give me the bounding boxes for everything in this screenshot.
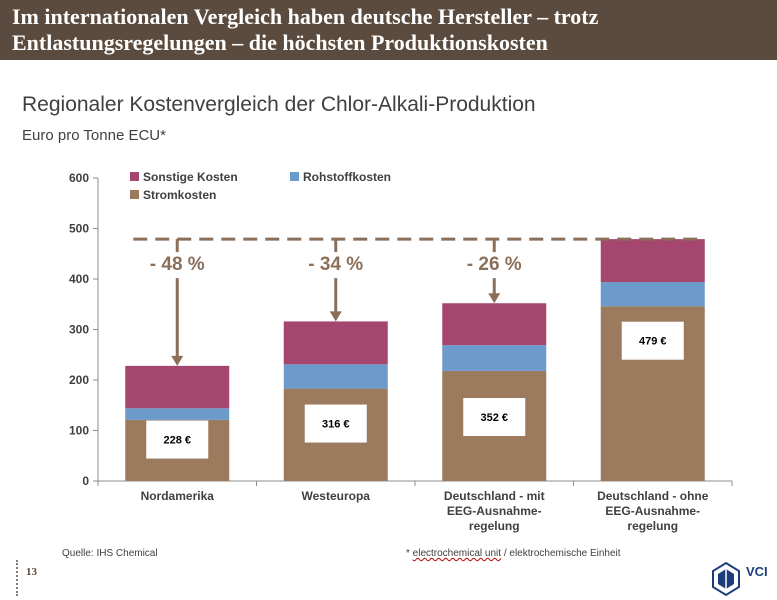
source-note: Quelle: IHS Chemical: [62, 548, 158, 559]
total-label: 479 €: [639, 336, 667, 348]
annotation-arrow-head: [488, 293, 501, 304]
bar-segment-rohstoffkosten: [283, 364, 388, 389]
footnote-rest: / elektrochemische Einheit: [501, 548, 621, 559]
page-number: 13: [26, 566, 37, 578]
total-label-box: [304, 404, 367, 443]
y-tick-label: 600: [69, 171, 89, 185]
legend-swatch: [130, 172, 139, 181]
y-tick-label: 0: [82, 474, 89, 488]
bar-segment-sonstige: [125, 365, 230, 409]
bar-segment-rohstoffkosten: [125, 408, 230, 420]
total-label-box: [146, 420, 209, 459]
category-label: Deutschland - mit: [444, 489, 545, 503]
legend-swatch: [290, 172, 299, 181]
y-tick-label: 300: [69, 323, 89, 337]
title-banner: Im internationalen Vergleich haben deuts…: [0, 0, 777, 60]
category-label: Westeuropa: [302, 489, 371, 503]
y-tick-label: 100: [69, 424, 89, 438]
category-label: Deutschland - ohne: [597, 489, 709, 503]
category-label: Nordamerika: [141, 489, 215, 503]
footnote: * electrochemical unit / elektrochemisch…: [406, 548, 621, 559]
slide-title: Im internationalen Vergleich haben deuts…: [12, 4, 599, 55]
total-label: 316 €: [322, 419, 350, 431]
legend-label: Stromkosten: [143, 188, 216, 202]
annotation-label: - 48 %: [150, 254, 205, 275]
category-label: regelung: [627, 519, 678, 533]
category-label: EEG-Ausnahme-: [447, 504, 542, 518]
annotation-arrow-head: [171, 355, 184, 366]
y-tick-label: 500: [69, 222, 89, 236]
annotation-label: - 34 %: [308, 254, 363, 275]
y-tick-label: 400: [69, 272, 89, 286]
chart-title: Regionaler Kostenvergleich der Chlor-Alk…: [22, 93, 536, 116]
chart-unit: Euro pro Tonne ECU*: [22, 127, 166, 144]
legend-label: Rohstoffkosten: [303, 170, 391, 184]
bar-segment-sonstige: [283, 321, 388, 365]
total-label-box: [621, 321, 684, 360]
category-label: EEG-Ausnahme-: [605, 504, 700, 518]
bar-segment-rohstoffkosten: [442, 345, 547, 371]
y-tick-label: 200: [69, 373, 89, 387]
vci-logo-icon: [712, 561, 740, 597]
category-label: regelung: [469, 519, 520, 533]
logo-text: VCI: [746, 564, 768, 579]
total-label: 228 €: [163, 435, 191, 447]
legend-label: Sonstige Kosten: [143, 170, 238, 184]
footnote-star: *: [406, 548, 413, 559]
annotation-arrow-head: [329, 311, 342, 322]
bar-segment-rohstoffkosten: [600, 282, 705, 307]
page-marker: [16, 560, 18, 596]
legend-swatch: [130, 190, 139, 199]
total-label: 352 €: [480, 412, 508, 424]
bar-segment-sonstige: [600, 239, 705, 283]
footnote-term: electrochemical unit: [412, 548, 502, 559]
bar-segment-sonstige: [442, 303, 547, 346]
total-label-box: [463, 398, 526, 437]
annotation-label: - 26 %: [467, 254, 522, 275]
